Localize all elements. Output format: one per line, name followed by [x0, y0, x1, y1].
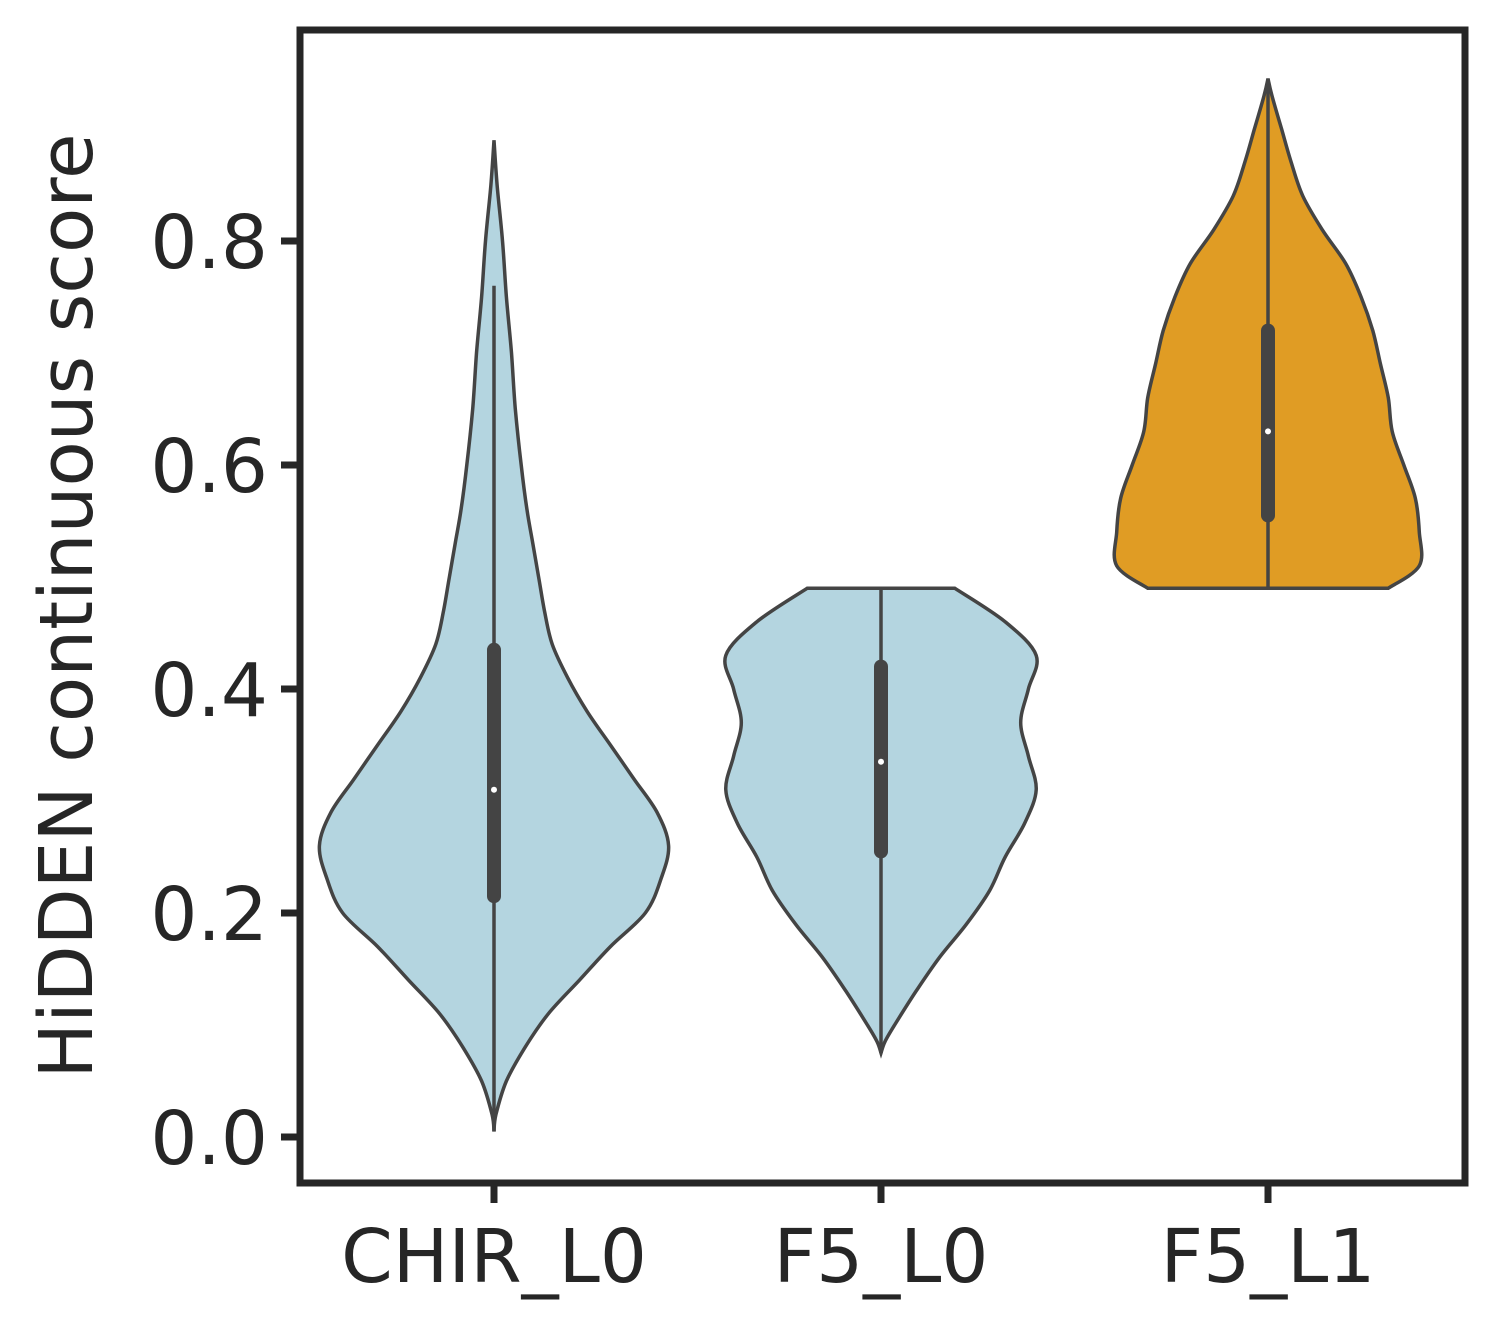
y-tick-label-0.8: 0.8 [150, 200, 268, 286]
y-axis: 0.0 0.2 0.4 0.6 0.8 [150, 200, 300, 1182]
x-tick-label-CHIR_L0: CHIR_L0 [341, 1214, 647, 1300]
violin-median-F5_L0 [878, 758, 884, 765]
x-tick-label-F5_L1: F5_L1 [1161, 1214, 1376, 1300]
y-tick-label-0.0: 0.0 [150, 1096, 268, 1182]
y-tick-label-0.6: 0.6 [150, 424, 268, 510]
x-tick-label-F5_L0: F5_L0 [774, 1214, 989, 1300]
x-axis: CHIR_L0 F5_L0 F5_L1 [341, 1183, 1375, 1300]
violins-layer [317, 78, 1424, 1132]
violin-median-F5_L1 [1265, 428, 1271, 435]
y-axis-title: HiDDEN continuous score [24, 133, 110, 1078]
y-tick-label-0.2: 0.2 [150, 872, 268, 958]
violin-median-CHIR_L0 [491, 786, 497, 793]
y-tick-label-0.4: 0.4 [150, 648, 268, 734]
